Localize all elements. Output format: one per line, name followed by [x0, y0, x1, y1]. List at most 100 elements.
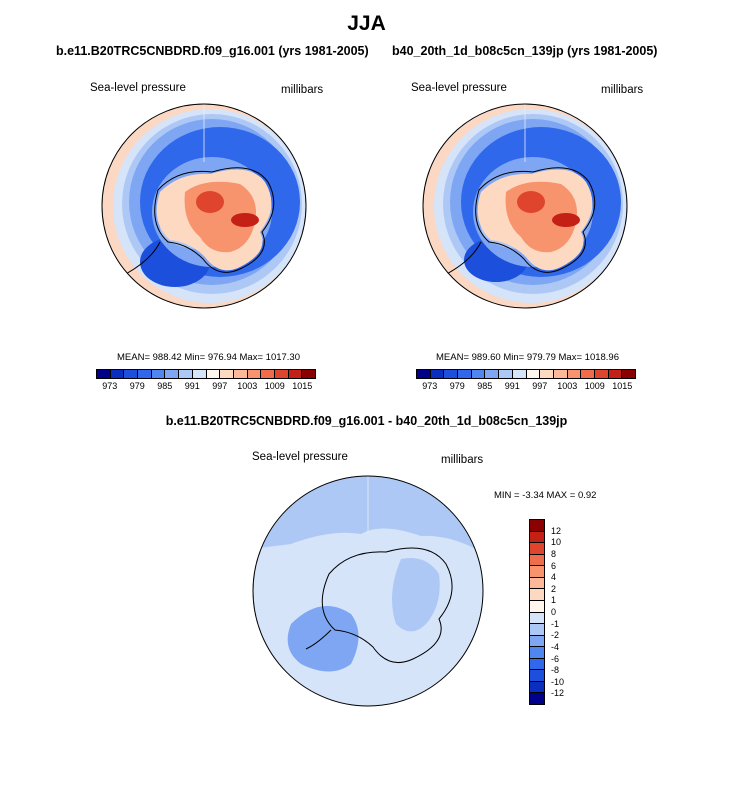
colorbar-tick-label: 985 [157, 381, 173, 391]
colorbar-tick-label: 2 [551, 583, 557, 594]
colorbar-tick-label: 973 [422, 381, 438, 391]
colorbar-tick-label: -4 [551, 641, 560, 652]
colorbar-swatch [302, 370, 315, 378]
right-variable-label: Sea-level pressure [411, 82, 507, 94]
colorbar-swatch [233, 370, 248, 378]
right-colorbar-ticks: 973 979 985 991 997 1003 1009 1015 [416, 379, 636, 393]
colorbar-swatch [530, 566, 544, 578]
colorbar-swatch [165, 370, 180, 378]
colorbar-tick-label: 1003 [557, 381, 578, 391]
left-stats: MEAN= 988.42 Min= 976.94 Max= 1017.30 [117, 352, 300, 363]
left-units-label: millibars [281, 84, 324, 96]
colorbar-tick-label: 979 [129, 381, 145, 391]
colorbar-swatch [444, 370, 459, 378]
colorbar-tick-label: 997 [532, 381, 548, 391]
colorbar-swatch [530, 635, 544, 648]
colorbar-swatch [485, 370, 500, 378]
colorbar-swatch [530, 612, 544, 625]
colorbar-swatch [530, 624, 544, 636]
colorbar-swatch [288, 370, 303, 378]
colorbar-tick-label: 8 [551, 548, 557, 559]
colorbar-tick-label: -8 [551, 665, 560, 676]
colorbar-swatch [530, 554, 544, 567]
colorbar-tick-label: 991 [184, 381, 200, 391]
colorbar-swatch [97, 370, 111, 378]
left-colorbar-swatches [96, 369, 316, 379]
colorbar-swatch [567, 370, 582, 378]
left-panel-title: b.e11.B20TRC5CNBDRD.f09_g16.001 (yrs 198… [56, 44, 369, 58]
colorbar-swatch [138, 370, 152, 378]
colorbar-tick-label: 1009 [264, 381, 285, 391]
colorbar-swatch [179, 370, 193, 378]
colorbar-tick-label: 6 [551, 560, 557, 571]
diff-colorbar-ticks: 12 10 8 6 4 2 1 0 -1 -2 -4 -6 -8 -10 -12 [551, 519, 591, 705]
diff-colorbar-swatches [529, 519, 545, 705]
colorbar-tick-label: -6 [551, 653, 560, 664]
right-units-label: millibars [601, 84, 644, 96]
colorbar-tick-label: -10 [551, 676, 565, 687]
colorbar-swatch [458, 370, 472, 378]
colorbar-tick-label: 1015 [292, 381, 313, 391]
colorbar-swatch [530, 577, 544, 590]
colorbar-swatch [206, 370, 221, 378]
colorbar-tick-label: 1003 [237, 381, 258, 391]
colorbar-swatch [530, 647, 544, 659]
colorbar-swatch [151, 370, 166, 378]
colorbar-swatch [594, 370, 609, 378]
colorbar-swatch [530, 543, 544, 555]
colorbar-swatch [530, 531, 544, 544]
colorbar-swatch [471, 370, 486, 378]
right-colorbar-swatches [416, 369, 636, 379]
diff-stats: MIN = -3.34 MAX = 0.92 [494, 490, 597, 501]
colorbar-tick-label: 1015 [612, 381, 633, 391]
left-variable-label: Sea-level pressure [90, 82, 186, 94]
diff-units-label: millibars [441, 454, 484, 466]
colorbar-swatch [192, 370, 207, 378]
colorbar-swatch [622, 370, 635, 378]
colorbar-swatch [110, 370, 125, 378]
colorbar-swatch [220, 370, 234, 378]
colorbar-swatch [526, 370, 541, 378]
colorbar-swatch [608, 370, 623, 378]
right-polar-map [422, 103, 628, 309]
colorbar-tick-label: 997 [212, 381, 228, 391]
right-stats: MEAN= 989.60 Min= 979.79 Max= 1018.96 [436, 352, 619, 363]
left-colorbar-ticks: 973 979 985 991 997 1003 1009 1015 [96, 379, 316, 393]
figure-title: JJA [347, 12, 386, 35]
colorbar-tick-label: 1009 [584, 381, 605, 391]
colorbar-tick-label: -2 [551, 630, 560, 641]
colorbar-swatch [530, 681, 544, 694]
colorbar-swatch [553, 370, 568, 378]
diff-polar-map [252, 475, 484, 707]
colorbar-tick-label: 979 [449, 381, 465, 391]
colorbar-swatch [430, 370, 445, 378]
colorbar-swatch [530, 658, 544, 671]
colorbar-swatch [530, 693, 544, 704]
diff-colorbar: 12 10 8 6 4 2 1 0 -1 -2 -4 -6 -8 -10 -12 [529, 519, 564, 705]
right-panel-title: b40_20th_1d_b08c5cn_139jp (yrs 1981-2005… [392, 44, 658, 58]
colorbar-swatch [261, 370, 275, 378]
colorbar-swatch [417, 370, 431, 378]
colorbar-tick-label: -1 [551, 618, 560, 629]
colorbar-swatch [530, 589, 544, 601]
colorbar-swatch [499, 370, 513, 378]
colorbar-swatch [247, 370, 262, 378]
colorbar-swatch [530, 670, 544, 682]
colorbar-tick-label: 991 [504, 381, 520, 391]
colorbar-tick-label: 4 [551, 572, 557, 583]
colorbar-tick-label: 10 [551, 537, 562, 548]
diff-panel-title: b.e11.B20TRC5CNBDRD.f09_g16.001 - b40_20… [165, 414, 568, 428]
colorbar-swatch [530, 520, 544, 532]
right-colorbar: 973 979 985 991 997 1003 1009 1015 [416, 369, 636, 393]
colorbar-swatch [581, 370, 595, 378]
colorbar-swatch [512, 370, 527, 378]
left-polar-map [101, 103, 307, 309]
left-colorbar: 973 979 985 991 997 1003 1009 1015 [96, 369, 316, 393]
diff-variable-label: Sea-level pressure [252, 451, 348, 463]
colorbar-tick-label: 12 [551, 525, 562, 536]
colorbar-tick-label: 973 [102, 381, 118, 391]
colorbar-swatch [540, 370, 554, 378]
colorbar-tick-label: -12 [551, 688, 565, 699]
colorbar-swatch [124, 370, 139, 378]
colorbar-tick-label: 0 [551, 607, 557, 617]
